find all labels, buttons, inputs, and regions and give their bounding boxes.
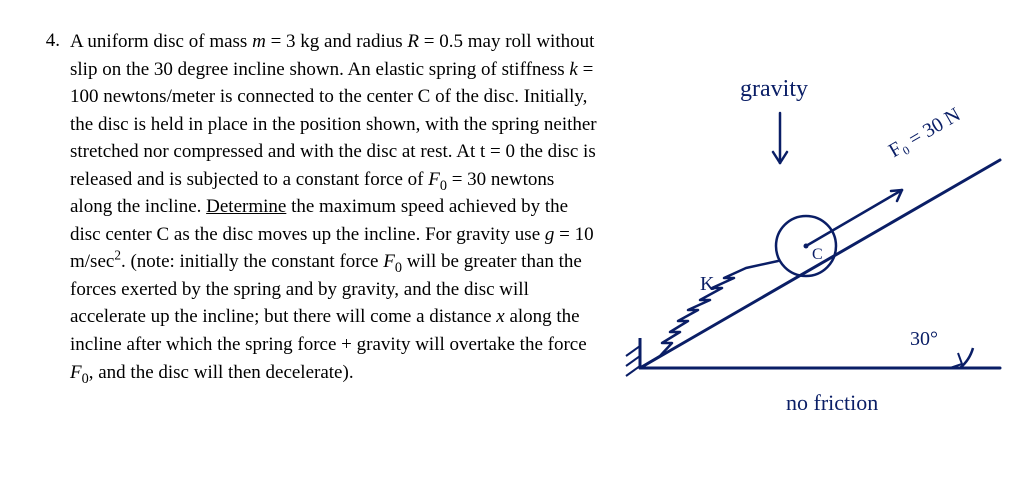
- center-c-label: C: [812, 246, 823, 264]
- problem-number: 4.: [30, 28, 70, 386]
- angle-label: 30°: [910, 328, 938, 351]
- figure-area: gravity F₀ = 30 N K C 30° no friction: [600, 28, 991, 386]
- gravity-label: gravity: [740, 76, 808, 103]
- spring-k-label: K: [700, 273, 714, 296]
- no-friction-label: no friction: [786, 390, 878, 416]
- problem-statement: A uniform disc of mass m = 3 kg and radi…: [70, 28, 600, 386]
